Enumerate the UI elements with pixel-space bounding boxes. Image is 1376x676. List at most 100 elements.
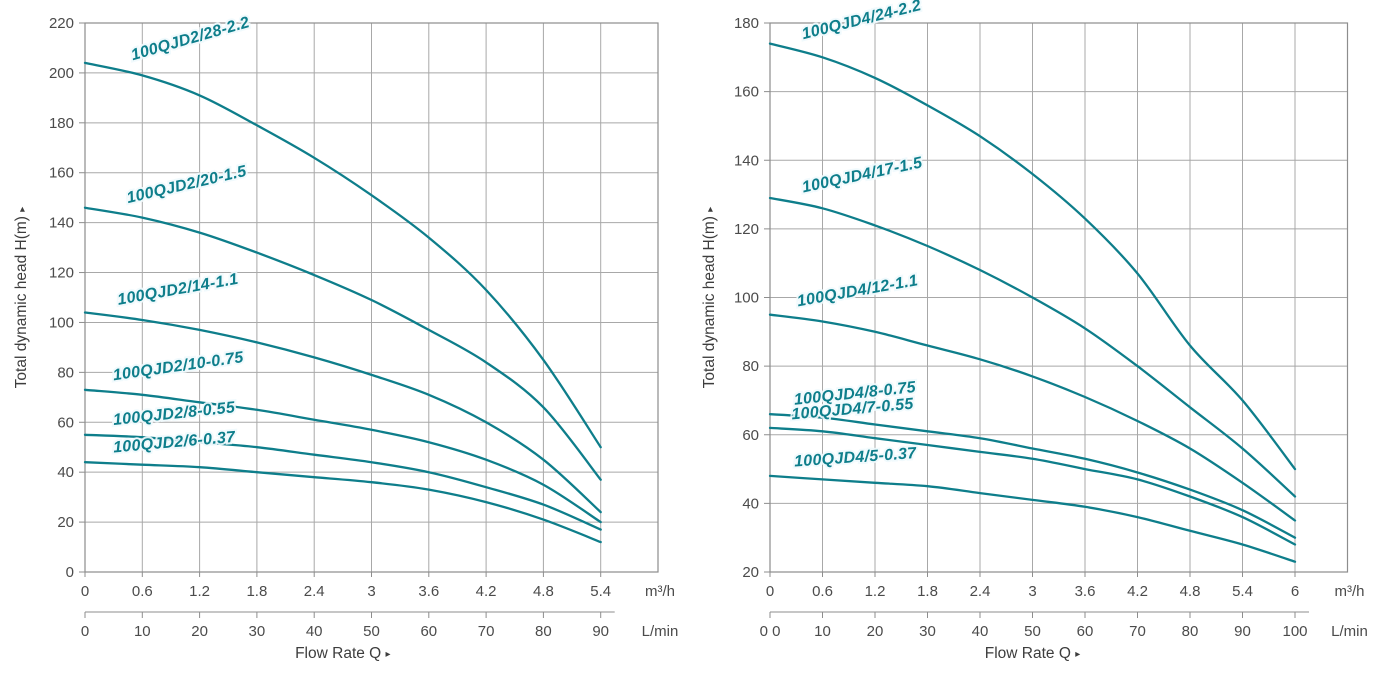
curve-100QJD2/8-0.55 <box>83 433 602 531</box>
y-tick-label: 100 <box>734 290 759 307</box>
y-tick-label: 160 <box>734 84 759 101</box>
x-tick-label-m3h: 0 <box>766 583 774 600</box>
y-tick-label: 160 <box>49 165 74 182</box>
y-tick-label: 180 <box>734 15 759 32</box>
y-axis-arrow-icon: ▸ <box>705 207 716 212</box>
x-tick-label-m3h: 5.4 <box>1232 583 1253 600</box>
curve-label-100QJD2/8-0.55: 100QJD2/8-0.55 <box>112 399 236 429</box>
x-tick-label-m3h: 5.4 <box>590 583 611 600</box>
x-tick-label-lmin: 80 <box>1182 623 1199 640</box>
y-tick-label: 80 <box>57 364 74 381</box>
curve-100QJD4/5-0.37 <box>768 474 1297 563</box>
curve-100QJD2/10-0.75 <box>83 388 602 524</box>
x-tick-label-lmin: 30 <box>249 623 266 640</box>
x-tick-label-lmin: 40 <box>306 623 323 640</box>
x-tick-label-lmin: 20 <box>867 623 884 640</box>
x-tick-label-m3h: 4.8 <box>1180 583 1201 600</box>
x-tick-label-m3h: 3 <box>367 583 375 600</box>
y-tick-label: 20 <box>742 564 759 581</box>
x-tick-label-m3h: 3.6 <box>1075 583 1096 600</box>
x-tick-label-m3h: 2.4 <box>970 583 991 600</box>
x-tick-label-m3h: 1.2 <box>865 583 886 600</box>
curve-100QJD4/8-0.75 <box>768 413 1297 539</box>
curve-label-100QJD2/28-2.2: 100QJD2/28-2.2 <box>129 14 251 64</box>
y-tick-label: 180 <box>49 115 74 132</box>
x-tick-label-m3h: 1.8 <box>917 583 938 600</box>
curve-100QJD2/6-0.37 <box>83 461 602 544</box>
x-axis-arrow-icon: ▸ <box>1075 649 1080 660</box>
x-tick-label-m3h: 2.4 <box>304 583 325 600</box>
x-tick-label-m3h: 1.2 <box>189 583 210 600</box>
curve-100QJD4/12-1.1 <box>768 313 1297 522</box>
x-unit-m3h: m³/h <box>645 583 675 600</box>
y-tick-label: 60 <box>742 427 759 444</box>
x-axis-title: Flow Rate Q ▸ <box>295 645 390 662</box>
x-tick-label-lmin: 0 <box>81 623 89 640</box>
chart-100QJD4-canvas: 20 40 60 80 100 120 140 160 180 0 0.6 1.2 1.8 2.4 3 3.6… <box>701 0 1368 662</box>
x-unit-m3h: m³/h <box>1335 583 1365 600</box>
curve-100QJD2/28-2.2 <box>83 61 602 449</box>
curve-100QJD4/24-2.2 <box>768 42 1297 471</box>
x-unit-lmin: L/min <box>642 623 679 640</box>
y-tick-label: 0 <box>66 564 74 581</box>
x-unit-lmin: L/min <box>1331 623 1368 640</box>
y-tick-label: 40 <box>57 464 74 481</box>
x-tick-label-lmin: 40 <box>972 623 989 640</box>
x-tick-label-lmin: 30 <box>919 623 936 640</box>
x-tick-label-lmin: 20 <box>191 623 208 640</box>
x-tick-label-m3h: 1.8 <box>246 583 267 600</box>
y-tick-label: 100 <box>49 314 74 331</box>
curve-label-100QJD2/14-1.1: 100QJD2/14-1.1 <box>116 271 240 309</box>
y-tick-label: 140 <box>49 215 74 232</box>
x-tick-label-lmin: 10 <box>814 623 831 640</box>
curve-100QJD2/14-1.1 <box>83 311 602 514</box>
curve-100QJD4/7-0.55 <box>768 426 1297 546</box>
x-tick-label-m3h: 3 <box>1028 583 1036 600</box>
y-tick-label: 140 <box>734 152 759 169</box>
x-tick-label-m3h: 4.2 <box>1127 583 1148 600</box>
y-axis-title: Total dynamic head H(m) ▸ <box>701 207 718 389</box>
curve-label-100QJD2/6-0.37: 100QJD2/6-0.37 <box>113 429 237 457</box>
y-axis-title: Total dynamic head H(m) ▸ <box>13 207 30 389</box>
curve-label-100QJD4/5-0.37: 100QJD4/5-0.37 <box>794 445 918 471</box>
chart-100QJD4: 20 40 60 80 100 120 140 160 180 0 0.6 1.2 1.8 2.4 3 3.6… <box>688 0 1376 676</box>
y-tick-label: 20 <box>57 514 74 531</box>
x-tick-label-lmin: 10 <box>134 623 151 640</box>
x-tick-label-lmin: 0 0 <box>760 623 781 640</box>
y-tick-label: 120 <box>734 221 759 238</box>
curve-label-100QJD2/10-0.75: 100QJD2/10-0.75 <box>112 349 246 384</box>
y-axis-arrow-icon: ▸ <box>17 207 28 212</box>
curve-label-100QJD2/20-1.5: 100QJD2/20-1.5 <box>125 163 249 207</box>
grid <box>85 23 658 572</box>
y-tick-label: 80 <box>742 358 759 375</box>
x-tick-label-m3h: 0 <box>81 583 89 600</box>
x-tick-label-m3h: 6 <box>1291 583 1299 600</box>
x-tick-label-m3h: 0.6 <box>812 583 833 600</box>
x-tick-label-lmin: 100 <box>1282 623 1307 640</box>
curve-label-100QJD4/12-1.1: 100QJD4/12-1.1 <box>796 272 920 310</box>
y-tick-label: 200 <box>49 65 74 82</box>
curve-100QJD2/20-1.5 <box>83 206 602 481</box>
x-tick-label-lmin: 80 <box>535 623 552 640</box>
x-tick-label-lmin: 90 <box>1234 623 1251 640</box>
x-axis-arrow-icon: ▸ <box>386 649 391 660</box>
x-tick-label-m3h: 4.2 <box>476 583 497 600</box>
x-tick-label-lmin: 90 <box>592 623 609 640</box>
y-tick-label: 60 <box>57 414 74 431</box>
chart-100QJD2: 0 20 40 60 80 100 120 140 160 180 200 220 0 0.6 1.2 1.8… <box>13 12 679 662</box>
x-tick-label-lmin: 50 <box>363 623 380 640</box>
y-tick-label: 220 <box>49 15 74 32</box>
x-tick-label-m3h: 4.8 <box>533 583 554 600</box>
x-tick-label-lmin: 60 <box>420 623 437 640</box>
x-tick-label-lmin: 70 <box>478 623 495 640</box>
x-tick-label-lmin: 70 <box>1129 623 1146 640</box>
y-tick-label: 40 <box>742 495 759 512</box>
curve-label-100QJD4/24-2.2: 100QJD4/24-2.2 <box>800 0 923 43</box>
x-tick-label-m3h: 0.6 <box>132 583 153 600</box>
x-axis-title: Flow Rate Q ▸ <box>985 645 1080 662</box>
x-tick-label-lmin: 60 <box>1077 623 1094 640</box>
x-tick-label-m3h: 3.6 <box>418 583 439 600</box>
